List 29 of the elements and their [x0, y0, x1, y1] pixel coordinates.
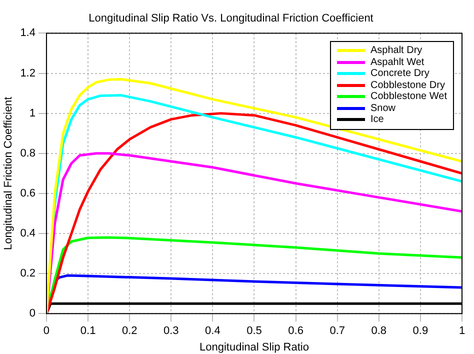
x-tick-label: 0.3 — [163, 325, 179, 338]
legend-label: Aspahlt Wet — [370, 56, 424, 68]
legend-label: Asphalt Dry — [370, 45, 422, 57]
x-tick-label: 0.1 — [80, 325, 96, 338]
legend-label: Ice — [370, 114, 384, 126]
x-tick-label: 0 — [43, 325, 50, 338]
x-tick-label: 0.7 — [330, 325, 345, 338]
legend-label: Cobblestone Wet — [370, 91, 447, 103]
legend-label: Snow — [370, 102, 396, 114]
y-tick-label: 1 — [29, 107, 36, 120]
x-tick-label: 1 — [458, 325, 466, 338]
x-tick-label: 0.2 — [122, 325, 138, 338]
y-tick-label: 0.6 — [20, 187, 36, 200]
x-axis-title: Longitudinal Slip Ratio — [200, 341, 309, 354]
y-tick-label: 0.2 — [20, 268, 36, 280]
y-axis-title: Longitudinal Friction Coefficient — [2, 96, 15, 250]
legend-label: Concrete Dry — [370, 68, 430, 80]
legend-label: Cobblestone Dry — [370, 80, 445, 92]
x-tick-label: 0.8 — [371, 325, 387, 338]
x-tick-label: 0.5 — [246, 325, 262, 338]
x-tick-label: 0.9 — [412, 325, 428, 338]
x-tick-label: 0.4 — [205, 325, 220, 338]
y-tick-label: 0.8 — [20, 147, 36, 160]
x-tick-label: 0.6 — [288, 325, 304, 338]
y-tick-label: 0 — [29, 308, 36, 320]
y-tick-label: 1.4 — [20, 27, 36, 40]
y-tick-label: 1.2 — [20, 67, 36, 80]
y-tick-label: 0.4 — [20, 228, 36, 240]
chart-title: Longitudinal Slip Ratio Vs. Longitudinal Friction Coefficient — [88, 12, 374, 25]
